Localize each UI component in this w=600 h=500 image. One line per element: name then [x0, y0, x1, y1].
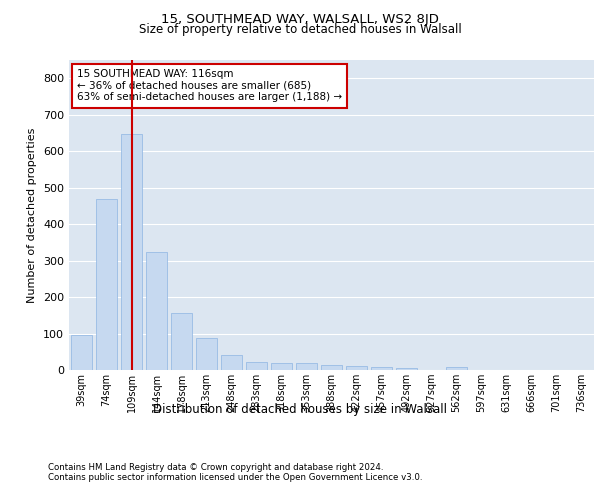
Bar	[271, 364, 292, 370]
Bar	[96, 200, 117, 370]
Bar	[446, 367, 467, 370]
Bar	[71, 336, 92, 370]
Bar	[221, 354, 242, 370]
Bar	[371, 367, 392, 370]
Y-axis label: Number of detached properties: Number of detached properties	[28, 128, 37, 302]
Bar	[121, 134, 142, 370]
Text: Distribution of detached houses by size in Walsall: Distribution of detached houses by size …	[153, 402, 447, 415]
Text: 15 SOUTHMEAD WAY: 116sqm
← 36% of detached houses are smaller (685)
63% of semi-: 15 SOUTHMEAD WAY: 116sqm ← 36% of detach…	[77, 70, 342, 102]
Bar	[296, 364, 317, 370]
Text: Contains public sector information licensed under the Open Government Licence v3: Contains public sector information licen…	[48, 474, 422, 482]
Bar	[321, 364, 342, 370]
Bar	[171, 314, 192, 370]
Text: 15, SOUTHMEAD WAY, WALSALL, WS2 8JD: 15, SOUTHMEAD WAY, WALSALL, WS2 8JD	[161, 12, 439, 26]
Bar	[196, 338, 217, 370]
Bar	[396, 368, 417, 370]
Bar	[346, 366, 367, 370]
Bar	[146, 252, 167, 370]
Bar	[246, 362, 267, 370]
Text: Size of property relative to detached houses in Walsall: Size of property relative to detached ho…	[139, 22, 461, 36]
Text: Contains HM Land Registry data © Crown copyright and database right 2024.: Contains HM Land Registry data © Crown c…	[48, 464, 383, 472]
